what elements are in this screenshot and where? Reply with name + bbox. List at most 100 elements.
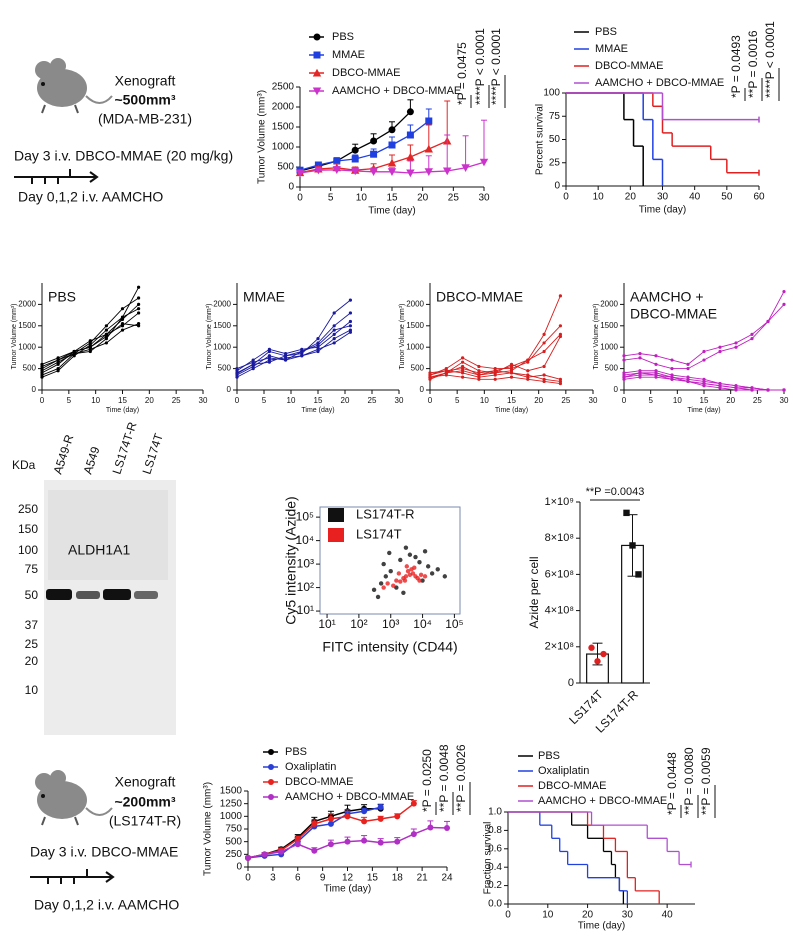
data-point [461,364,465,369]
data-point [509,362,514,366]
y-tick-label: 1500 [220,786,243,797]
data-point [403,574,409,579]
data-point [351,155,359,163]
y-tick-label: 4×10⁸ [545,605,574,617]
data-point [479,158,489,167]
data-point [406,152,415,161]
y-tick-label: 10³ [297,556,314,570]
data-point [406,108,414,116]
timeline [14,169,99,184]
x-tick-label: 40 [662,910,674,921]
data-point [104,341,108,345]
blot-band-label: ALDH1A1 [68,542,130,558]
x-tick-label: 15 [700,396,709,405]
data-point [622,375,626,379]
data-point [377,839,384,846]
y-tick-label: 0 [227,385,232,394]
data-point [311,820,318,827]
x-tick-label: 10¹ [318,617,335,631]
y-tick-label: 1000 [213,342,231,351]
p-value: *P = 0.0250 [420,749,434,812]
data-point [295,169,305,178]
p-value: *P = 0.0475 [455,42,469,105]
schematic-text: (MDA-MB-231) [98,111,192,127]
x-tick-label: 24 [441,873,453,884]
p-value: *P = 0.0448 [665,752,679,815]
data-point [267,347,271,351]
data-point [267,360,271,364]
data-point [377,815,384,822]
y-tick-label: 1000 [272,142,295,153]
legend-marker [312,68,322,77]
data-point [686,362,690,366]
x-tick-label: 5 [455,396,460,405]
blot-lane: LS174T-R [110,420,140,476]
data-point [718,386,722,390]
blot-marker: 75 [25,562,39,576]
y-tick-label: 0 [568,677,574,689]
y-tick-label: 1500 [406,321,424,330]
data-point [782,289,786,294]
x-tick-label: 0 [563,192,569,203]
data-point [120,315,125,319]
data-point [629,542,636,549]
y-tick-label: 500 [277,162,294,173]
x-tick-label: 10 [542,910,554,921]
data-point [417,578,422,583]
y-axis-label: Tumor Volume (mm³) [203,782,214,876]
x-tick-label: 10 [673,396,682,405]
y-axis-label: Tumor Volume (mm³) [11,304,18,370]
series-line [236,321,351,372]
data-point [88,345,92,349]
x-tick-label: 10⁴ [413,617,432,631]
data-point [381,585,386,590]
series-line [236,329,351,370]
x-axis-label: Time (day) [639,205,686,216]
schematic-text: (LS174T-R) [109,813,181,829]
x-tick-label: 25 [368,396,377,405]
legend-label: AAMCHO + DBCO-MMAE [332,85,461,97]
x-tick-label: 30 [589,396,598,405]
p-value: **P = 0.0048 [437,744,451,812]
data-point [425,117,433,125]
data-point [422,574,428,579]
p-value: **P = 0.0016 [746,30,760,98]
data-point [388,568,393,574]
data-point [402,578,408,583]
data-point [388,141,396,149]
data-point [351,146,359,154]
data-point [378,581,384,586]
legend-label: PBS [332,31,354,43]
data-point [327,820,334,827]
data-point [137,302,141,306]
y-tick-label: 2000 [600,300,618,309]
x-tick-label: 0 [245,873,251,884]
y-tick-label: 6×10⁸ [545,568,574,580]
legend-marker [268,794,274,800]
legend-label: PBS [538,750,560,762]
data-point [314,166,323,175]
y-tick-label: 1×10⁹ [545,496,575,508]
legend-label: MMAE [595,43,628,55]
y-tick-label: 2000 [406,300,424,309]
data-point [702,349,706,354]
data-point [300,349,304,354]
blot-unit: KDa [12,458,36,472]
y-axis-label: Tumor Volume (mm³) [206,304,213,370]
data-point [56,367,60,371]
y-tick-label: 10⁵ [296,509,314,523]
blot-marker: 20 [25,654,39,668]
y-tick-label: 8×10⁸ [545,532,574,544]
y-tick-label: 100 [543,88,560,99]
data-point [734,388,738,392]
data-point [750,337,754,341]
data-point [40,362,44,366]
data-point [278,848,285,855]
x-tick-label: 0 [235,396,240,405]
data-point [718,349,722,354]
data-point [782,388,786,392]
data-point [294,841,301,848]
data-point [623,509,630,517]
y-tick-label: 0 [236,862,242,873]
